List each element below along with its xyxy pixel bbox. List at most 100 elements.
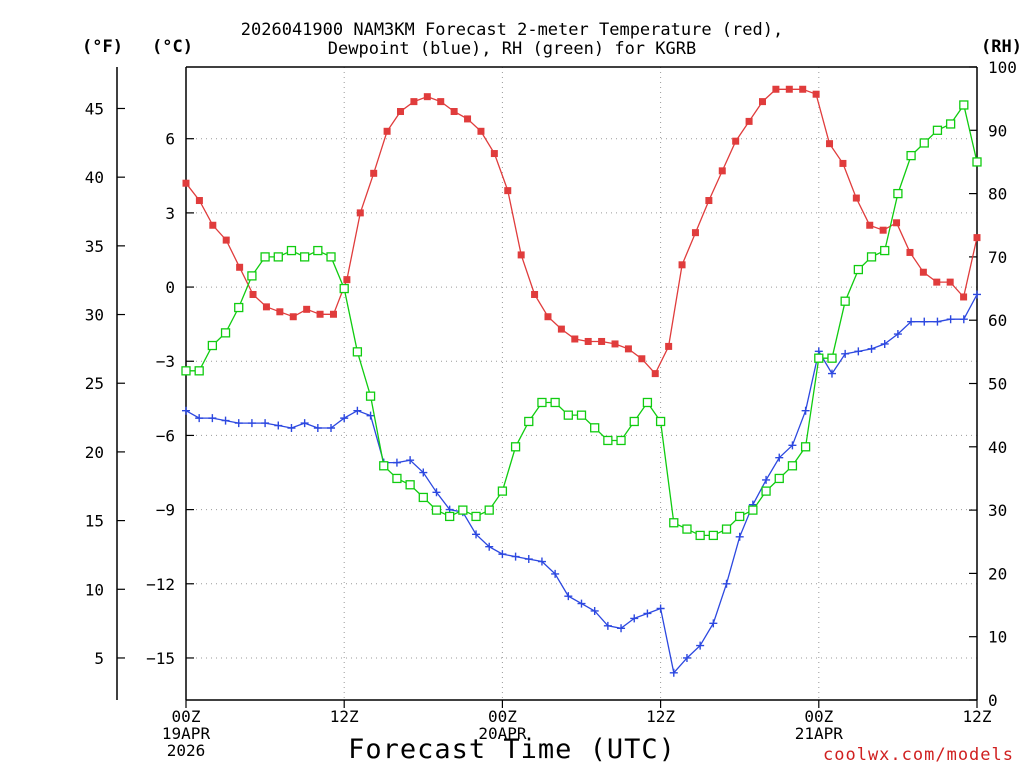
- fahrenheit-unit-label: (°F): [82, 37, 123, 57]
- rh-tick-label-8: 20: [988, 564, 1007, 583]
- dewpoint-point-2: [208, 414, 217, 423]
- temperature-point-22: [477, 127, 485, 135]
- temperature-point-5: [249, 290, 257, 298]
- dewpoint-point-33: [617, 624, 626, 633]
- dewpoint-point-27: [537, 557, 546, 566]
- temperature-point-14: [370, 169, 378, 177]
- dewpoint-point-44: [762, 475, 771, 484]
- f-tick-label-4: 25: [85, 374, 104, 393]
- dewpoint-point-36: [656, 604, 665, 613]
- dewpoint-point-30: [577, 599, 586, 608]
- rh-point-53: [880, 245, 890, 256]
- temperature-point-42: [745, 117, 753, 125]
- dewpoint-point-28: [551, 569, 560, 578]
- rh-point-29: [563, 410, 573, 420]
- rh-tick-label-5: 50: [988, 375, 1007, 394]
- f-tick-label-2: 35: [85, 237, 104, 256]
- rh-point-0: [181, 366, 191, 376]
- rh-tick-label-0: 100: [988, 58, 1017, 77]
- temperature-point-39: [705, 197, 713, 205]
- dewpoint-point-6: [261, 419, 270, 428]
- f-tick-label-3: 30: [85, 306, 104, 325]
- rh-point-59: [959, 100, 969, 110]
- rh-point-24: [497, 486, 508, 496]
- dewpoint-point-45: [775, 453, 784, 462]
- rh-point-46: [787, 461, 798, 471]
- temperature-point-40: [718, 167, 726, 175]
- temperature-point-43: [758, 98, 766, 106]
- rh-point-13: [352, 347, 363, 357]
- dewpoint-point-29: [564, 592, 573, 601]
- dewpoint-point-53: [880, 339, 889, 348]
- rh-point-7: [273, 252, 283, 262]
- rh-point-18: [418, 492, 428, 503]
- dewpoint-point-57: [933, 317, 942, 326]
- dewpoint-point-3: [221, 416, 230, 425]
- rh-point-26: [524, 416, 534, 427]
- temperature-point-4: [236, 263, 244, 271]
- dewpoint-point-52: [867, 344, 876, 353]
- dewpoint-point-5: [247, 419, 256, 428]
- temperature-point-23: [490, 150, 498, 158]
- x-tick-label-0-2: 2026: [167, 741, 206, 760]
- c-tick-label-7: −15: [146, 649, 175, 668]
- dewpoint-point-7: [274, 421, 283, 430]
- rh-point-40: [708, 530, 718, 541]
- rh-point-22: [471, 511, 481, 522]
- dewpoint-point-17: [406, 456, 415, 465]
- temperature-point-52: [879, 226, 887, 234]
- rh-point-31: [590, 423, 600, 433]
- rh-point-49: [827, 353, 837, 363]
- dewpoint-point-55: [907, 317, 916, 326]
- temperature-point-12: [343, 276, 351, 284]
- x-tick-label-0-1: 19APR: [162, 724, 211, 743]
- celsius-unit-label: (°C): [152, 37, 193, 57]
- temperature-point-29: [571, 335, 579, 343]
- dewpoint-point-9: [300, 419, 309, 428]
- temperature-point-21: [464, 115, 472, 123]
- rh-point-11: [326, 252, 336, 262]
- rh-tick-label-10: 0: [988, 691, 998, 710]
- dewpoint-point-32: [603, 621, 612, 630]
- temperature-point-41: [732, 137, 740, 145]
- c-tick-label-0: 6: [165, 130, 175, 149]
- temperature-point-53: [893, 219, 901, 227]
- dewpoint-point-37: [669, 668, 678, 677]
- rh-point-38: [682, 524, 692, 534]
- rh-point-56: [919, 138, 929, 148]
- f-tick-label-6: 15: [85, 512, 104, 531]
- rh-point-60: [972, 157, 982, 167]
- temperature-point-7: [276, 308, 284, 316]
- rh-tick-label-2: 80: [988, 185, 1007, 204]
- rh-tick-label-1: 90: [988, 121, 1007, 140]
- rh-point-15: [379, 461, 389, 471]
- temperature-point-54: [906, 248, 914, 256]
- rh-series: [181, 100, 982, 541]
- source-credit: coolwx.com/models: [823, 745, 1014, 765]
- rh-point-32: [603, 435, 613, 446]
- dewpoint-point-18: [419, 468, 428, 477]
- temperature-point-2: [209, 221, 217, 229]
- temperature-point-0: [182, 179, 190, 187]
- rh-point-33: [616, 435, 626, 446]
- temperature-point-31: [598, 337, 606, 345]
- rh-point-47: [800, 442, 811, 452]
- rh-point-34: [629, 416, 639, 427]
- data-series: [181, 85, 982, 677]
- f-tick-label-5: 20: [85, 443, 104, 462]
- dewpoint-point-42: [735, 532, 744, 541]
- temperature-point-8: [289, 313, 297, 321]
- c-tick-label-4: −6: [156, 426, 175, 445]
- rh-point-1: [194, 366, 204, 376]
- chart-title-line-1: 2026041900 NAM3KM Forecast 2-meter Tempe…: [240, 20, 784, 40]
- rh-point-55: [906, 150, 916, 161]
- grid-lines: [186, 67, 977, 700]
- temperature-point-57: [946, 278, 954, 286]
- rh-point-12: [339, 283, 349, 294]
- rh-point-45: [774, 473, 784, 484]
- dewpoint-point-16: [392, 458, 401, 467]
- temperature-point-45: [785, 85, 793, 93]
- dewpoint-point-50: [841, 349, 850, 358]
- rh-point-17: [405, 480, 415, 490]
